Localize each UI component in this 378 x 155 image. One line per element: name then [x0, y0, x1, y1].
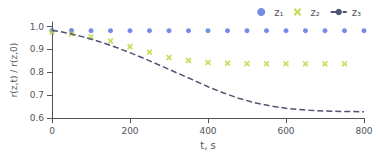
svg-text:1.0: 1.0: [30, 22, 45, 32]
svg-text:z₁: z₁: [274, 7, 283, 18]
svg-text:0.6: 0.6: [30, 113, 45, 123]
svg-text:z₃: z₃: [352, 7, 361, 18]
svg-text:800: 800: [355, 126, 372, 136]
svg-text:400: 400: [199, 126, 216, 136]
svg-text:r(z,t) / r(z,0): r(z,t) / r(z,0): [9, 43, 19, 98]
svg-text:200: 200: [121, 126, 138, 136]
svg-text:0.7: 0.7: [30, 90, 44, 100]
svg-text:0.8: 0.8: [30, 67, 45, 77]
svg-text:0.9: 0.9: [30, 44, 45, 54]
svg-text:0: 0: [49, 126, 55, 136]
svg-text:600: 600: [277, 126, 294, 136]
svg-text:z₂: z₂: [310, 7, 319, 18]
svg-text:t, s: t, s: [200, 140, 216, 151]
